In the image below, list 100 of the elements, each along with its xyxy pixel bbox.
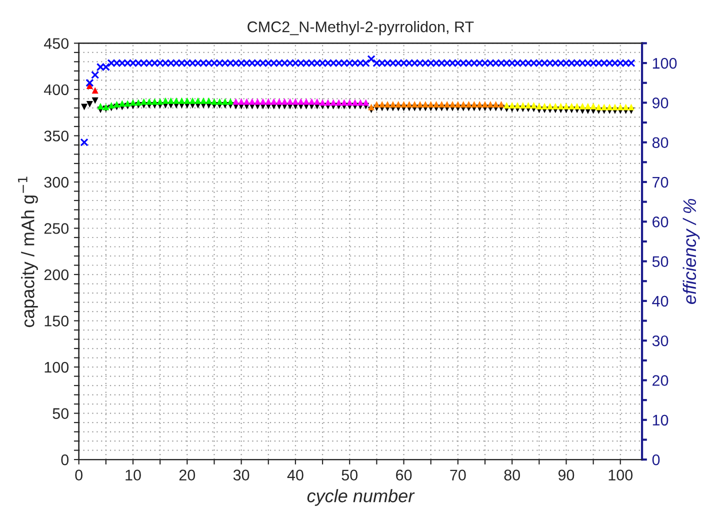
point	[135, 99, 142, 106]
y2-tick-label: 10	[652, 414, 668, 426]
y2-tick-label: 30	[652, 335, 668, 346]
point	[114, 101, 120, 108]
point	[433, 101, 440, 108]
point	[194, 97, 202, 104]
point	[508, 102, 516, 108]
point	[248, 98, 256, 105]
point	[124, 100, 131, 107]
point	[308, 98, 315, 105]
point	[373, 101, 380, 108]
point	[146, 98, 153, 105]
y2-tick-label: 20	[652, 375, 668, 386]
chart-title: CMC2_N-Methyl-2-pyrrolidon, RT	[248, 21, 474, 36]
y-tick-label: 350	[44, 130, 69, 142]
y2-tick-label: 60	[652, 216, 668, 228]
x-tick-label: 60	[396, 470, 412, 480]
point	[449, 101, 456, 108]
point	[200, 97, 207, 104]
point	[590, 102, 597, 110]
point	[600, 104, 608, 110]
point	[525, 102, 532, 108]
y-tick-label: 300	[44, 176, 69, 188]
point	[254, 98, 261, 105]
point	[487, 101, 494, 108]
point	[470, 101, 478, 108]
point	[546, 102, 554, 110]
y-tick-label: 50	[52, 408, 69, 419]
point	[498, 101, 505, 108]
point	[438, 101, 445, 108]
y2-tick-label: 50	[652, 256, 668, 267]
point	[574, 102, 580, 110]
point	[151, 98, 158, 105]
y2-tick-label: 100	[652, 58, 677, 69]
point	[227, 98, 234, 105]
point	[130, 99, 136, 106]
point	[314, 98, 320, 105]
point	[216, 98, 223, 105]
point	[622, 104, 630, 110]
x-tick-label: 40	[287, 470, 304, 480]
y-tick-label: 400	[44, 84, 69, 96]
point	[466, 101, 472, 108]
point	[378, 101, 386, 108]
point	[390, 101, 396, 108]
point	[168, 97, 174, 104]
point	[536, 102, 542, 110]
point	[281, 98, 288, 105]
point	[482, 101, 488, 108]
point	[612, 104, 618, 110]
point	[530, 102, 537, 108]
point	[444, 101, 450, 108]
point	[584, 102, 592, 110]
point	[298, 98, 304, 105]
x-tick-label: 50	[342, 470, 358, 480]
point	[222, 98, 228, 105]
x-tick-label: 80	[504, 470, 520, 480]
point	[476, 101, 483, 108]
point	[270, 98, 278, 105]
y-tick-label: 100	[44, 362, 69, 373]
point	[319, 99, 326, 106]
point	[265, 98, 272, 105]
point	[595, 104, 602, 110]
point	[260, 98, 266, 105]
y-axis-title: capacity / mAh g$^{−1}$	[18, 176, 38, 328]
point	[579, 102, 586, 110]
y2-tick-label: 70	[652, 176, 668, 188]
y-tick-label: 150	[44, 316, 69, 326]
x-tick-label: 100	[608, 470, 633, 480]
point	[97, 102, 104, 110]
point	[454, 101, 462, 108]
y2-tick-label: 90	[652, 98, 668, 108]
x-tick-label: 70	[450, 470, 466, 480]
point	[303, 98, 310, 105]
point	[384, 101, 391, 108]
point	[336, 99, 342, 106]
point	[416, 101, 424, 108]
point	[558, 102, 564, 110]
x-tick-label: 0	[75, 470, 82, 480]
point	[422, 101, 429, 108]
point	[140, 98, 148, 105]
point	[395, 101, 402, 108]
point	[617, 104, 624, 110]
y-tick-label: 250	[44, 223, 69, 234]
point	[568, 102, 575, 110]
point	[206, 97, 212, 104]
y-tick-label: 0	[61, 454, 69, 466]
point	[173, 97, 180, 104]
point	[238, 98, 245, 105]
point	[628, 104, 634, 110]
y2-tick-label: 40	[652, 296, 668, 307]
point	[92, 87, 98, 94]
point	[492, 101, 500, 108]
point	[162, 97, 169, 104]
y2-tick-label: 0	[652, 454, 660, 466]
y-tick-label: 450	[44, 38, 69, 49]
x-tick-label: 10	[126, 470, 141, 480]
point	[541, 102, 548, 110]
point	[292, 98, 299, 105]
point	[428, 101, 434, 108]
point	[357, 99, 364, 106]
